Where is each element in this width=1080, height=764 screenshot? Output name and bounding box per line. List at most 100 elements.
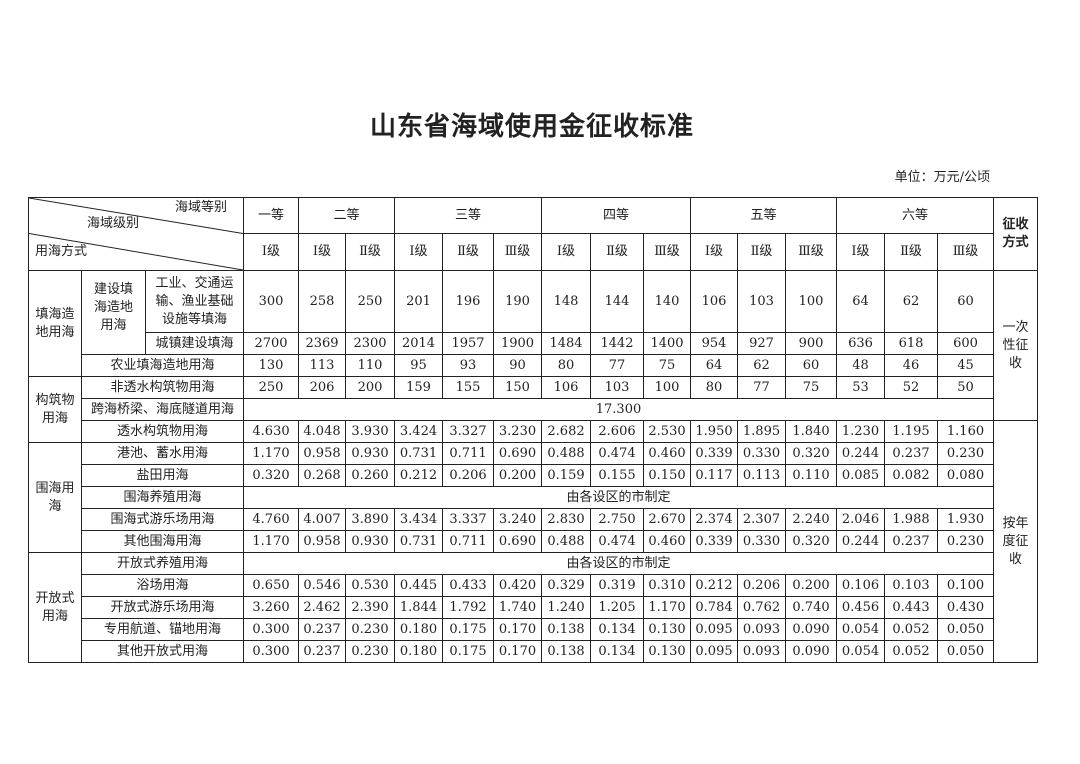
- value-cell: 52: [884, 376, 938, 399]
- value-cell: 1.160: [937, 420, 994, 443]
- value-cell: 0.206: [737, 574, 786, 597]
- level-header: Ⅲ级: [937, 233, 994, 271]
- value-cell: 0.690: [493, 530, 542, 553]
- merged-value-cell: 由各设区的市制定: [243, 552, 994, 575]
- value-cell: 0.090: [785, 618, 837, 641]
- value-cell: 4.048: [298, 420, 346, 443]
- table-row: 透水构筑物用海 4.630 4.048 3.930 3.424 3.327 3.230 2.6…: [29, 420, 1038, 663]
- value-cell: 190: [493, 270, 542, 333]
- value-cell: 103: [737, 270, 786, 333]
- value-cell: 0.230: [345, 618, 395, 641]
- value-cell: 0.175: [442, 640, 494, 663]
- value-cell: 1.740: [493, 596, 542, 619]
- value-cell: 144: [590, 270, 644, 333]
- value-cell: 0.113: [737, 464, 786, 487]
- corner-method-label: 用海方式: [35, 244, 88, 259]
- table-row: 跨海桥梁、海底隧道用海 17.300: [29, 398, 1038, 421]
- value-cell: 0.212: [690, 574, 738, 597]
- value-cell: 4.630: [243, 420, 299, 443]
- value-cell: 60: [937, 270, 994, 333]
- value-cell: 2700: [243, 332, 299, 355]
- value-cell: 206: [298, 376, 346, 399]
- value-cell: 1.170: [243, 442, 299, 465]
- value-cell: 0.170: [493, 640, 542, 663]
- level-header: Ⅱ级: [590, 233, 644, 271]
- use-type-label: 浴场用海: [81, 574, 244, 597]
- value-cell: 0.200: [493, 464, 542, 487]
- value-cell: 0.180: [394, 640, 443, 663]
- merged-value-cell: 由各设区的市制定: [243, 486, 994, 509]
- use-type-label: 农业填海造地用海: [81, 354, 244, 377]
- value-cell: 0.159: [541, 464, 591, 487]
- grade-header: 二等: [298, 197, 395, 234]
- value-cell: 2.462: [298, 596, 346, 619]
- value-cell: 46: [884, 354, 938, 377]
- collection-annual: 按年度征收: [993, 420, 1038, 663]
- value-cell: 0.206: [442, 464, 494, 487]
- table-row: 专用航道、锚地用海 0.300 0.237 0.230 0.180 0.175 0.170 0…: [29, 618, 1038, 641]
- value-cell: 2.830: [541, 508, 591, 531]
- value-cell: 0.050: [937, 618, 994, 641]
- value-cell: 1.844: [394, 596, 443, 619]
- value-cell: 0.095: [690, 618, 738, 641]
- value-cell: 0.180: [394, 618, 443, 641]
- value-cell: 0.212: [394, 464, 443, 487]
- value-cell: 3.930: [345, 420, 395, 443]
- value-cell: 258: [298, 270, 346, 333]
- value-cell: 0.329: [541, 574, 591, 597]
- value-cell: 2.240: [785, 508, 837, 531]
- sea-use-fee-table: 海域等别 海域级别 用海方式 一等 二等 三等 四等 五等 六等 征收方式 Ⅰ级 Ⅰ级 Ⅱ级 Ⅰ级 Ⅱ级 Ⅲ级…: [28, 197, 1038, 663]
- level-header: Ⅰ级: [243, 233, 299, 271]
- header-row-grades: 海域等别 海域级别 用海方式 一等 二等 三等 四等 五等 六等 征收方式: [28, 197, 1038, 271]
- value-cell: 4.007: [298, 508, 346, 531]
- level-header: Ⅰ级: [836, 233, 885, 271]
- value-cell: 1900: [493, 332, 542, 355]
- value-cell: 0.150: [643, 464, 691, 487]
- value-cell: 2.530: [643, 420, 691, 443]
- collection-one-time: 一次性征收: [993, 270, 1038, 421]
- table-row: 围海式游乐场用海 4.760 4.007 3.890 3.434 3.337 3.240 2.…: [29, 508, 1038, 531]
- value-cell: 0.093: [737, 618, 786, 641]
- grade-header: 四等: [541, 197, 691, 234]
- level-header: Ⅱ级: [884, 233, 938, 271]
- value-cell: 196: [442, 270, 494, 333]
- value-cell: 110: [345, 354, 395, 377]
- use-type-label: 跨海桥梁、海底隧道用海: [81, 398, 244, 421]
- value-cell: 0.237: [884, 442, 938, 465]
- value-cell: 2.606: [590, 420, 644, 443]
- value-cell: 93: [442, 354, 494, 377]
- value-cell: 954: [690, 332, 738, 355]
- value-cell: 0.230: [937, 442, 994, 465]
- use-type-label: 工业、交通运输、渔业基础设施等填海: [145, 270, 244, 333]
- corner-grade-label: 海域等别: [174, 200, 227, 215]
- value-cell: 0.052: [884, 640, 938, 663]
- unit-label: 单位：万元/公顷: [894, 170, 990, 185]
- value-cell: 90: [493, 354, 542, 377]
- value-cell: 0.958: [298, 530, 346, 553]
- value-cell: 0.488: [541, 530, 591, 553]
- value-cell: 0.230: [345, 640, 395, 663]
- value-cell: 1.170: [243, 530, 299, 553]
- table-row: 开放式游乐场用海 3.260 2.462 2.390 1.844 1.792 1.740 1.…: [29, 596, 1038, 619]
- value-cell: 300: [243, 270, 299, 333]
- value-cell: 0.244: [836, 442, 885, 465]
- value-cell: 0.474: [590, 530, 644, 553]
- grade-header: 六等: [836, 197, 994, 234]
- value-cell: 0.711: [442, 442, 494, 465]
- value-cell: 0.930: [345, 442, 395, 465]
- value-cell: 0.430: [937, 596, 994, 619]
- value-cell: 155: [442, 376, 494, 399]
- level-header: Ⅱ级: [345, 233, 395, 271]
- use-type-label: 开放式养殖用海: [81, 552, 244, 575]
- value-cell: 0.134: [590, 640, 644, 663]
- value-cell: 0.230: [937, 530, 994, 553]
- value-cell: 106: [541, 376, 591, 399]
- value-cell: 0.445: [394, 574, 443, 597]
- value-cell: 0.530: [345, 574, 395, 597]
- value-cell: 2.046: [836, 508, 885, 531]
- value-cell: 0.054: [836, 640, 885, 663]
- value-cell: 150: [493, 376, 542, 399]
- value-cell: 927: [737, 332, 786, 355]
- level-header: Ⅰ级: [541, 233, 591, 271]
- value-cell: 60: [785, 354, 837, 377]
